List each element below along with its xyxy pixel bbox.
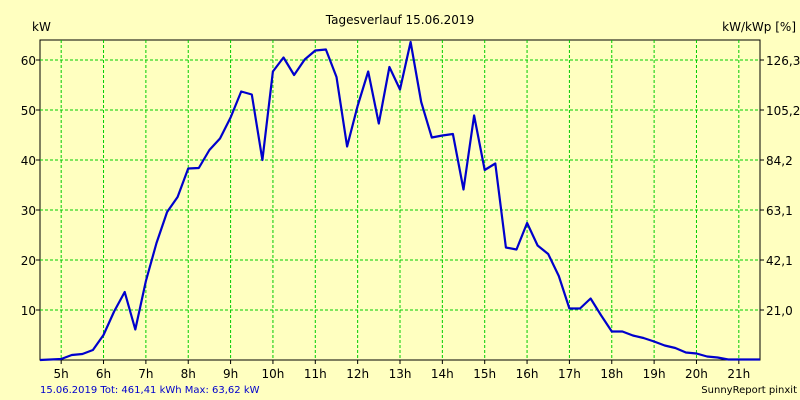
x-tick-label: 10h [262,367,285,381]
series-line-kw [39,40,760,362]
y2-tick-label: 84,2 [766,154,793,168]
footer-summary: 15.06.2019 Tot: 461,41 kWh Max: 63,62 kW [40,385,260,396]
y2-tick-label: 42,1 [766,254,793,268]
x-tick-label: 11h [304,367,327,381]
x-tick-label: 12h [346,367,369,381]
x-tick-label: 21h [727,367,750,381]
grid [40,40,760,360]
axis-ticks: 10 20 30 40 50 60 21,0 42,1 63,1 84,2 105,2 126,3 5h… [21,54,800,381]
y2-tick-label: 63,1 [766,204,793,218]
x-tick-label: 9h [223,367,238,381]
y2-tick-label: 105,2 [766,104,800,118]
x-tick-label: 5h [54,367,69,381]
y-tick-label: 20 [21,254,36,268]
y-tick-label: 50 [21,104,36,118]
x-tick-label: 15h [473,367,496,381]
y2-tick-label: 126,3 [766,54,800,68]
y-tick-label: 30 [21,204,36,218]
x-tick-label: 16h [516,367,539,381]
chart-title: Tagesverlauf 15.06.2019 [325,13,474,27]
x-tick-label: 8h [181,367,196,381]
x-tick-label: 20h [685,367,708,381]
y-axis-label-left: kW [32,20,51,34]
x-tick-label: 17h [558,367,581,381]
x-tick-label: 14h [431,367,454,381]
x-tick-label: 7h [138,367,153,381]
footer-brand: SunnyReport pinxit [701,385,797,396]
y-tick-label: 10 [21,304,36,318]
y2-tick-label: 21,0 [766,304,793,318]
x-tick-label: 13h [389,367,412,381]
x-tick-label: 19h [643,367,666,381]
x-tick-label: 18h [600,367,623,381]
y-axis-label-right: kW/kWp [%] [722,20,796,34]
y-tick-label: 40 [21,154,36,168]
x-tick-label: 6h [96,367,111,381]
y-tick-label: 60 [21,54,36,68]
